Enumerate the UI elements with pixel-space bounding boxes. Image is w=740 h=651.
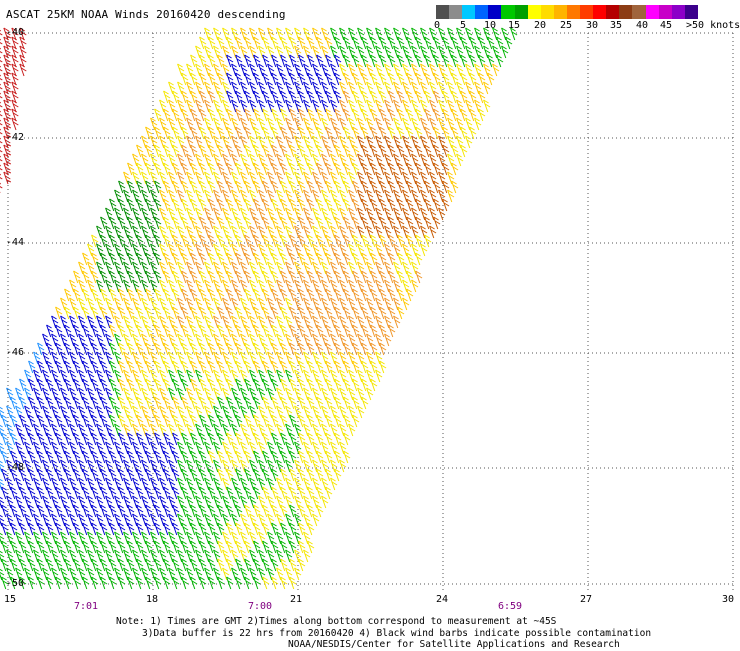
lat-label: -44 bbox=[6, 237, 24, 248]
lon-label: 27 bbox=[580, 594, 592, 605]
time-label: 7:01 bbox=[74, 601, 98, 612]
lon-label: 30 bbox=[722, 594, 734, 605]
time-label: 6:59 bbox=[498, 601, 522, 612]
lat-label: -42 bbox=[6, 132, 24, 143]
lon-label: 15 bbox=[4, 594, 16, 605]
note-line: Note: 1) Times are GMT 2)Times along bot… bbox=[116, 616, 651, 628]
lon-label: 18 bbox=[146, 594, 158, 605]
lat-label: -46 bbox=[6, 347, 24, 358]
footnotes: Note: 1) Times are GMT 2)Times along bot… bbox=[116, 616, 651, 651]
lat-label: -40 bbox=[6, 27, 24, 38]
lon-label: 24 bbox=[436, 594, 448, 605]
time-label: 7:00 bbox=[248, 601, 272, 612]
lat-label: -48 bbox=[6, 462, 24, 473]
lon-label: 21 bbox=[290, 594, 302, 605]
lat-label: -50 bbox=[6, 578, 24, 589]
wind-barbs bbox=[0, 28, 517, 589]
note-line: 3)Data buffer is 22 hrs from 20160420 4)… bbox=[116, 628, 651, 640]
note-line: NOAA/NESDIS/Center for Satellite Applica… bbox=[116, 639, 651, 651]
